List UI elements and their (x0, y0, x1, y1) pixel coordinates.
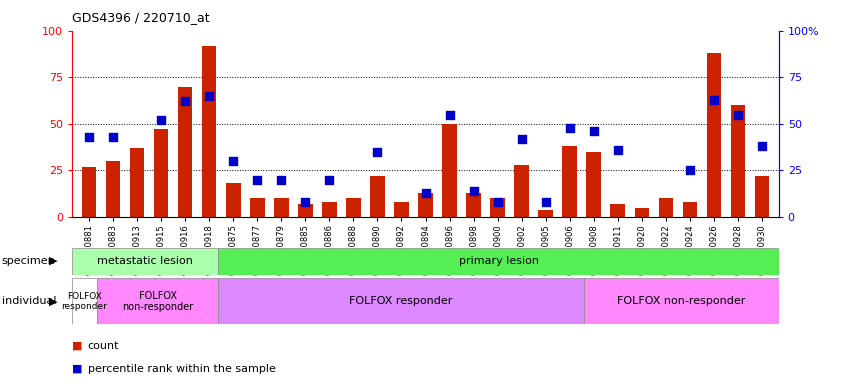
Bar (97, 278, 219, 324)
Point (611, 147, 625, 153)
Point (83, 134, 96, 140)
Text: percentile rank within the sample: percentile rank within the sample (88, 364, 276, 374)
Text: individual: individual (2, 296, 56, 306)
Text: ■: ■ (72, 341, 86, 351)
Bar (72, 278, 97, 324)
Point (179, 98, 192, 104)
Bar (178, 87, 192, 217)
Text: ▶: ▶ (49, 296, 58, 306)
Point (419, 190, 432, 196)
Point (203, 93, 216, 99)
Bar (394, 202, 408, 217)
Bar (346, 199, 361, 217)
Bar (586, 152, 601, 217)
Bar (226, 184, 241, 217)
Bar (683, 202, 697, 217)
Point (587, 128, 601, 134)
Bar (219, 278, 584, 324)
Point (275, 177, 288, 183)
Text: GDS4396 / 220710_at: GDS4396 / 220710_at (72, 12, 210, 25)
Point (154, 117, 168, 123)
Bar (370, 176, 385, 217)
Point (443, 111, 456, 118)
Bar (130, 148, 145, 217)
Bar (72, 248, 219, 275)
Text: metastatic lesion: metastatic lesion (98, 256, 193, 266)
Point (731, 111, 745, 118)
Text: FOLFOX
non-responder: FOLFOX non-responder (122, 291, 193, 312)
Bar (755, 176, 769, 217)
Bar (539, 210, 553, 217)
Bar (514, 165, 528, 217)
Bar (274, 199, 288, 217)
Point (563, 124, 576, 131)
Bar (635, 208, 649, 217)
Text: FOLFOX responder: FOLFOX responder (350, 296, 453, 306)
Point (323, 177, 336, 183)
Text: count: count (88, 341, 119, 351)
Bar (202, 46, 216, 217)
Point (226, 158, 240, 164)
Bar (419, 193, 432, 217)
Point (683, 167, 697, 174)
Bar (154, 129, 168, 217)
Bar (610, 204, 625, 217)
Bar (563, 146, 577, 217)
Point (755, 143, 768, 149)
Point (106, 134, 120, 140)
Point (299, 199, 312, 205)
Text: FOLFOX non-responder: FOLFOX non-responder (617, 296, 745, 306)
Bar (706, 53, 721, 217)
Bar (82, 167, 96, 217)
Bar (106, 161, 120, 217)
Text: specimen: specimen (2, 256, 55, 266)
Point (466, 188, 480, 194)
Bar (219, 248, 779, 275)
Bar (659, 199, 673, 217)
Bar (443, 124, 457, 217)
Point (539, 199, 552, 205)
Bar (466, 193, 481, 217)
Bar (584, 278, 779, 324)
Point (491, 199, 505, 205)
Bar (323, 202, 337, 217)
Bar (731, 105, 745, 217)
Bar (298, 204, 312, 217)
Point (371, 149, 385, 155)
Text: primary lesion: primary lesion (459, 256, 539, 266)
Point (515, 136, 528, 142)
Text: ■: ■ (72, 364, 86, 374)
Point (250, 177, 264, 183)
Text: FOLFOX
responder: FOLFOX responder (61, 292, 107, 311)
Point (707, 96, 721, 103)
Bar (490, 199, 505, 217)
Text: ▶: ▶ (49, 256, 58, 266)
Bar (250, 199, 265, 217)
